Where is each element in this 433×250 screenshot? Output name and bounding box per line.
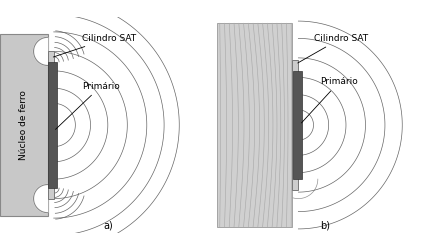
Text: Cilindro SAT: Cilindro SAT [53,34,136,57]
Text: Primário: Primário [301,77,358,123]
Bar [292,60,298,190]
Text: Cilindro SAT: Cilindro SAT [298,34,368,63]
Bar [216,23,292,227]
Polygon shape [34,184,48,213]
Bar [48,62,57,188]
Text: b): b) [320,220,330,230]
Bar [0,34,48,216]
Bar [48,52,54,199]
Text: Núcleo de ferro: Núcleo de ferro [19,90,28,160]
Text: a): a) [103,220,113,230]
Polygon shape [34,37,48,66]
Bar [293,71,303,179]
Text: Primário: Primário [55,82,120,129]
